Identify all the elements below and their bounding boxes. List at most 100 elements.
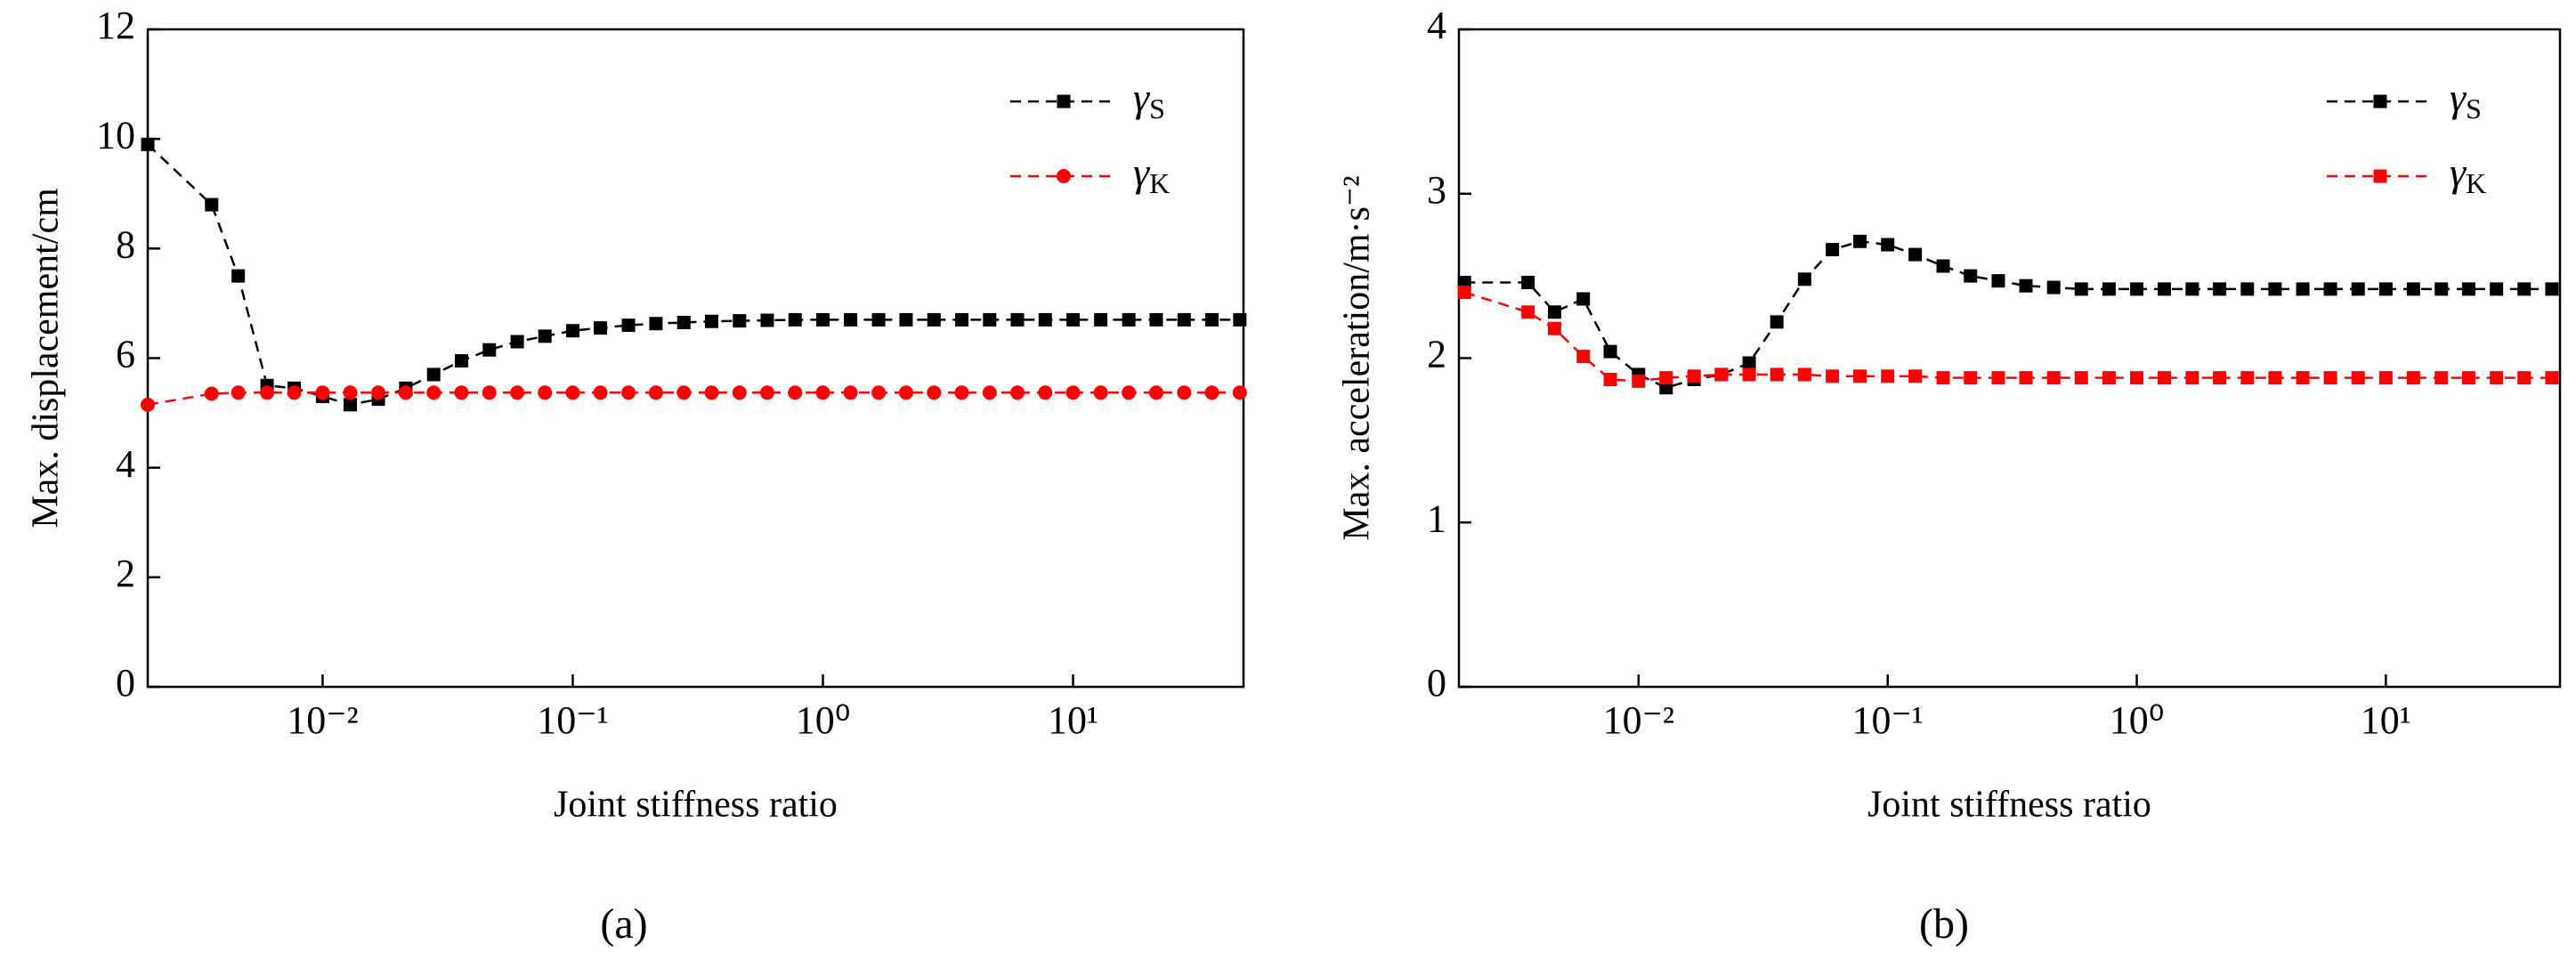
point — [2296, 282, 2310, 296]
point — [2406, 371, 2420, 385]
y-tick-label: 1 — [1427, 496, 1446, 540]
point — [1205, 312, 1219, 327]
point — [1632, 374, 1646, 388]
point — [1122, 385, 1137, 400]
point — [1177, 312, 1191, 327]
point — [343, 385, 358, 400]
x-tick-label: 10⁰ — [796, 698, 851, 742]
point — [2046, 280, 2061, 294]
point — [1742, 356, 1756, 370]
point — [1065, 385, 1081, 400]
point — [2268, 282, 2282, 296]
series-line — [147, 391, 1240, 407]
point — [231, 385, 246, 400]
point — [1521, 276, 1535, 290]
point — [1603, 344, 1617, 359]
plot-frame — [1457, 28, 2562, 689]
y-tick-label: 10 — [96, 113, 135, 157]
point — [482, 343, 497, 357]
point — [927, 312, 941, 327]
point — [871, 385, 887, 400]
point — [1149, 312, 1163, 327]
x-tick-label: 10⁻² — [1603, 698, 1674, 742]
legend-marker — [2373, 94, 2387, 109]
point — [231, 269, 246, 283]
x-tick-label: 10⁰ — [2110, 698, 2165, 742]
point — [1687, 369, 1701, 383]
legend-symbol: γ — [2450, 149, 2467, 195]
point — [538, 329, 552, 343]
point — [1936, 259, 1950, 273]
point — [344, 398, 358, 412]
point — [454, 385, 469, 400]
point — [398, 385, 413, 400]
point — [2268, 371, 2282, 385]
point — [954, 385, 969, 400]
point — [1742, 367, 1756, 382]
y-axis-title: Max. acceleration/m·s⁻² — [1337, 175, 1378, 540]
point — [1093, 385, 1108, 400]
point — [1881, 369, 1895, 383]
point — [2213, 282, 2227, 296]
point — [1714, 367, 1729, 382]
point — [983, 312, 997, 327]
point — [141, 397, 155, 412]
point — [759, 385, 774, 400]
point — [1853, 234, 1867, 248]
point — [565, 324, 579, 338]
series-line — [147, 143, 1240, 407]
point — [815, 385, 830, 400]
point — [141, 137, 155, 151]
y-tick-label: 0 — [116, 661, 135, 705]
x-tick-label: 10¹ — [2361, 698, 2411, 742]
x-tick-label: 10⁻¹ — [1851, 698, 1923, 742]
point — [565, 385, 580, 400]
y-tick-label: 3 — [1427, 168, 1446, 212]
point — [2545, 371, 2559, 385]
point — [510, 335, 524, 349]
point — [1547, 305, 1561, 319]
point — [2074, 282, 2088, 296]
y-tick-label: 8 — [116, 222, 135, 266]
point — [2185, 282, 2199, 296]
point — [704, 385, 719, 400]
point — [2130, 371, 2144, 385]
point — [927, 385, 942, 400]
point — [899, 312, 913, 327]
y-tick-label: 6 — [116, 333, 135, 376]
point — [816, 312, 830, 327]
legend-label: γK — [1133, 149, 1170, 200]
point — [1659, 371, 1673, 385]
y-tick-label: 12 — [96, 4, 135, 47]
x-tick-label: 10¹ — [1048, 698, 1098, 742]
point — [1826, 243, 1840, 257]
point — [982, 385, 997, 400]
point — [1826, 369, 1840, 383]
point — [426, 367, 441, 382]
legend-label: γK — [2450, 149, 2486, 200]
point — [788, 385, 803, 400]
legend-symbol: γ — [2450, 75, 2467, 120]
point — [1148, 385, 1163, 400]
point — [1881, 238, 1895, 252]
point — [260, 385, 275, 400]
point — [2130, 282, 2144, 296]
point — [1038, 385, 1053, 400]
point — [1908, 247, 1923, 262]
point — [2461, 282, 2475, 296]
point — [2213, 371, 2227, 385]
point — [2019, 371, 2033, 385]
point — [760, 313, 774, 327]
point — [2185, 371, 2199, 385]
point — [2296, 371, 2310, 385]
point — [1066, 312, 1081, 327]
point — [2102, 371, 2116, 385]
y-tick-label: 0 — [1427, 661, 1446, 705]
point — [1853, 369, 1867, 383]
x-axis-title: Joint stiffness ratio — [1867, 785, 2151, 826]
point — [1770, 367, 1784, 382]
point — [1010, 312, 1025, 327]
y-tick-label: 4 — [1427, 4, 1446, 47]
plot-frame — [146, 28, 1245, 689]
